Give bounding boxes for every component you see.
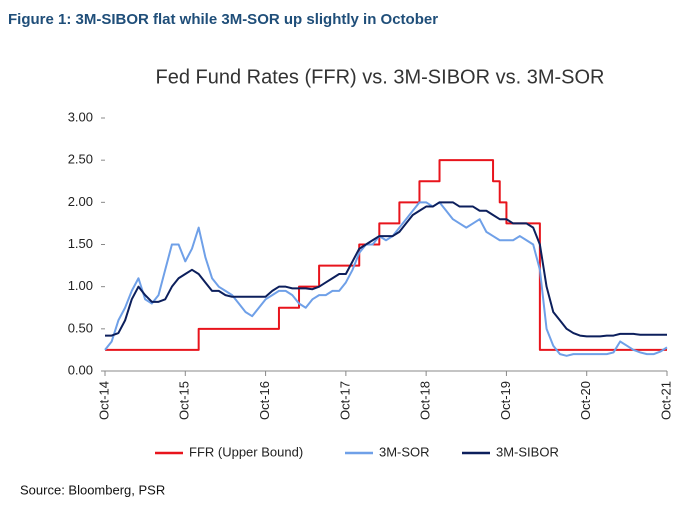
series-line — [105, 159, 667, 351]
legend-label: 3M-SIBOR — [496, 444, 559, 459]
legend-label: FFR (Upper Bound) — [189, 444, 303, 459]
y-tick-label: 2.00 — [68, 194, 93, 209]
x-tick-label: Oct-19 — [498, 381, 513, 420]
chart-title: Fed Fund Rates (FFR) vs. 3M-SIBOR vs. 3M… — [156, 66, 605, 88]
x-tick-label: Oct-15 — [177, 381, 192, 420]
y-tick-label: 1.50 — [68, 236, 93, 251]
x-tick-label: Oct-16 — [257, 381, 272, 420]
legend-label: 3M-SOR — [379, 444, 430, 459]
x-tick-label: Oct-14 — [96, 381, 111, 420]
x-tick-label: Oct-20 — [578, 381, 593, 420]
y-tick-label: 1.00 — [68, 278, 93, 293]
x-tick-label: Oct-18 — [418, 381, 433, 420]
y-tick-label: 2.50 — [68, 152, 93, 167]
x-tick-label: Oct-21 — [658, 381, 673, 420]
source: Source: Bloomberg, PSR — [20, 482, 165, 497]
figure-caption: Figure 1: 3M-SIBOR flat while 3M-SOR up … — [8, 11, 438, 28]
series-line — [104, 201, 668, 357]
y-tick-label: 3.00 — [68, 109, 93, 124]
series-line — [105, 201, 667, 338]
x-tick-label: Oct-17 — [337, 381, 352, 420]
y-tick-label: 0.00 — [68, 362, 93, 377]
y-tick-label: 0.50 — [68, 320, 93, 335]
